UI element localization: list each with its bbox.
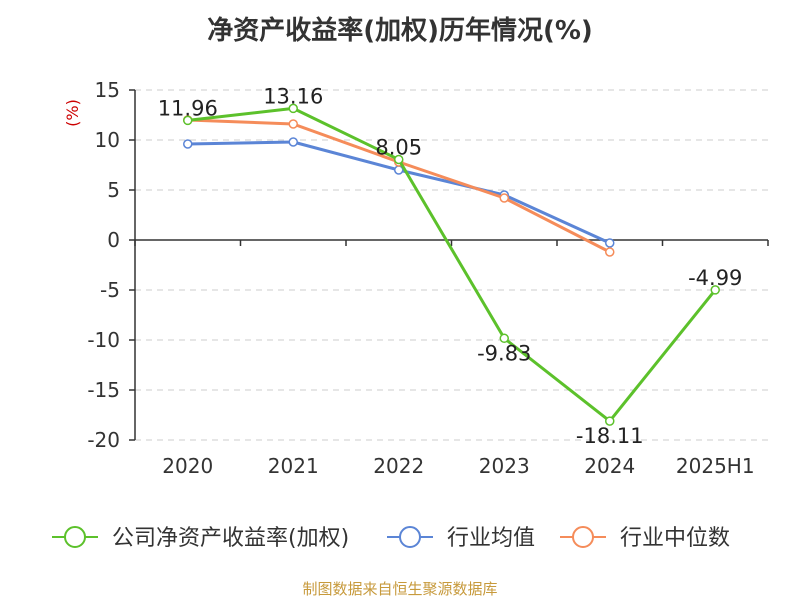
legend-label: 行业中位数 bbox=[620, 526, 730, 551]
data-point bbox=[288, 137, 298, 147]
data-label: -9.83 bbox=[477, 341, 531, 365]
data-point bbox=[710, 285, 720, 295]
y-tick-label: 5 bbox=[107, 178, 120, 202]
data-point bbox=[605, 416, 615, 426]
data-point bbox=[288, 119, 298, 129]
axes: 15 10 5 0 -5 -10 -15 -20 2020 2021 2022 2023 2024 202… bbox=[63, 78, 769, 478]
data-point bbox=[183, 139, 193, 149]
x-tick-label: 2025H1 bbox=[676, 454, 755, 478]
data-point bbox=[499, 333, 509, 344]
x-tick-label: 2024 bbox=[584, 454, 635, 478]
data-point bbox=[499, 193, 509, 203]
data-point bbox=[605, 238, 615, 248]
data-labels: 11.96 13.16 8.05 -9.83 -18.11 -4.99 bbox=[158, 84, 743, 448]
data-label: -18.11 bbox=[576, 424, 644, 448]
data-point bbox=[288, 103, 298, 114]
legend-label: 公司净资产收益率(加权) bbox=[112, 526, 349, 551]
data-label: 8.05 bbox=[375, 136, 422, 160]
chart-title: 净资产收益率(加权)历年情况(%) bbox=[207, 16, 593, 46]
y-tick-label: 10 bbox=[95, 128, 120, 152]
legend-label: 行业均值 bbox=[447, 526, 535, 551]
x-tick-label: 2022 bbox=[373, 454, 424, 478]
data-point bbox=[394, 165, 404, 175]
data-point bbox=[394, 154, 404, 165]
series-lines bbox=[183, 103, 720, 426]
y-tick-label: -15 bbox=[87, 378, 120, 402]
data-label: 13.16 bbox=[263, 84, 323, 108]
x-tick-label: 2020 bbox=[162, 454, 213, 478]
legend: 公司净资产收益率(加权) 行业均值 行业中位数 bbox=[52, 526, 730, 551]
series-line bbox=[187, 106, 717, 423]
y-tick-label: 15 bbox=[95, 78, 120, 102]
legend-marker bbox=[572, 526, 594, 548]
source-note: 制图数据来自恒生聚源数据库 bbox=[302, 580, 498, 598]
x-tick-label: 2021 bbox=[268, 454, 319, 478]
legend-marker bbox=[64, 526, 86, 548]
legend-marker bbox=[399, 526, 421, 548]
data-point bbox=[183, 115, 193, 126]
data-label: 11.96 bbox=[158, 96, 218, 120]
y-tick-label: 0 bbox=[107, 228, 120, 252]
y-axis-label: (%) bbox=[63, 99, 82, 127]
data-label: -4.99 bbox=[688, 266, 742, 290]
x-tick-label: 2023 bbox=[479, 454, 530, 478]
y-tick-label: -10 bbox=[87, 328, 120, 352]
y-tick-label: -20 bbox=[87, 428, 120, 452]
data-point bbox=[605, 247, 615, 257]
y-tick-label: -5 bbox=[100, 278, 120, 302]
